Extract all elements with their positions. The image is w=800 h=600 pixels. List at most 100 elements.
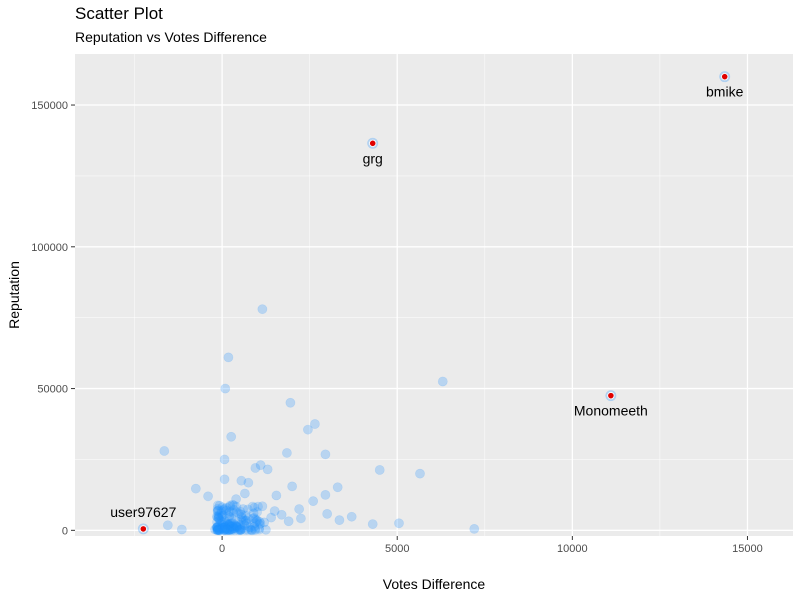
data-point [210,524,220,535]
data-point [214,515,225,526]
annotation-label: grg [363,150,383,166]
data-point [212,500,223,511]
data-point [243,513,253,524]
x-tick-label: 10000 [557,543,588,555]
data-point [247,501,258,512]
data-point [226,513,237,524]
data-point [227,521,237,531]
data-point [250,463,261,473]
data-point [211,511,222,522]
data-point [220,516,230,527]
data-point [254,516,265,527]
annotated-point [607,392,615,400]
data-point [217,517,228,528]
data-point [218,510,228,521]
data-point [190,483,201,494]
data-point [224,525,235,536]
data-point [215,519,226,529]
data-point [220,524,231,535]
data-point [216,512,227,523]
data-point [241,518,252,529]
data-point [276,509,287,520]
data-point [217,511,228,522]
data-point [249,512,260,523]
data-point [415,468,425,479]
data-point [229,520,240,530]
data-point [250,514,261,525]
data-point [212,522,222,533]
data-point [227,518,238,528]
data-point [212,524,223,535]
data-point [262,464,273,475]
data-point [224,512,235,523]
data-point [285,397,296,408]
data-point [249,502,260,513]
data-point [437,376,448,387]
data-point [224,522,234,533]
data-point [221,502,232,513]
data-point [236,523,246,534]
major-gridlines [75,54,793,536]
data-point [250,524,260,534]
data-point [213,521,224,531]
data-point [246,525,257,535]
y-tick-label: 0 [62,525,68,537]
y-tick-label: 100000 [31,242,68,254]
data-point [310,419,320,429]
data-point [243,525,254,535]
data-point [229,523,240,533]
x-tick-label: 5000 [385,543,409,555]
data-point [294,504,305,514]
data-point [229,523,240,533]
data-point [212,503,223,514]
data-point [234,524,245,535]
data-point [220,522,231,533]
data-point [213,524,224,535]
data-point [212,524,223,535]
data-point [217,522,228,533]
data-point [212,525,223,536]
data-point [224,520,235,531]
data-point [281,448,292,458]
x-tick-label: 0 [219,543,225,555]
data-point [259,517,270,528]
data-point [253,501,263,512]
data-point [222,525,232,536]
data-point [283,516,294,527]
data-point [374,465,385,475]
data-point [228,504,239,515]
data-point [238,513,248,524]
data-point [303,424,313,435]
data-point [235,519,246,530]
data-point [212,521,223,532]
data-point [213,505,224,516]
data-point [224,519,234,530]
data-point [212,522,223,533]
data-point [224,521,235,532]
x-axis-ticks: 0 5000 10000 15000 [219,536,763,555]
data-point [216,508,227,519]
data-point [248,513,258,524]
annotation-label: user97627 [110,504,176,520]
data-point [322,508,333,519]
data-point [228,523,239,534]
data-point [228,508,239,519]
data-point [232,522,242,532]
data-point [236,524,246,535]
data-point [217,520,228,530]
data-point [212,517,222,527]
data-point [220,521,231,532]
data-point [219,454,230,465]
data-point [254,523,265,534]
data-point [219,522,230,533]
data-point [159,446,170,456]
data-point [225,521,236,532]
data-point [224,508,234,518]
data-point [257,501,268,512]
data-point [213,512,224,523]
data-point [214,500,225,511]
data-point [232,521,243,532]
data-point [213,524,224,535]
data-point [238,515,249,526]
data-point [269,506,280,516]
